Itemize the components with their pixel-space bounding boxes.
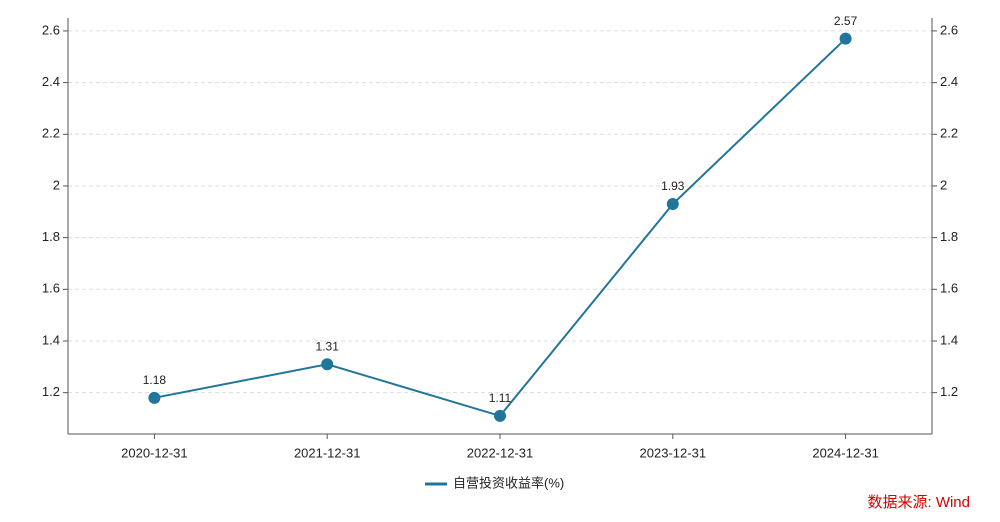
y-tick-label: 1.8 xyxy=(42,229,60,244)
y-tick-label: 1.6 xyxy=(42,281,60,296)
legend-label: 自营投资收益率(%) xyxy=(453,475,564,490)
y2-tick-label: 1.4 xyxy=(940,332,958,347)
x-tick-label: 2020-12-31 xyxy=(121,445,188,460)
source-note: 数据来源: Wind xyxy=(867,494,970,511)
y2-tick-label: 2.4 xyxy=(940,74,958,89)
y2-tick-label: 2.2 xyxy=(940,126,958,141)
point xyxy=(148,391,161,404)
x-tick-label: 2023-12-31 xyxy=(640,445,707,460)
y2-tick-label: 1.8 xyxy=(940,229,958,244)
y-tick-label: 2.4 xyxy=(42,74,60,89)
y2-tick-label: 2.6 xyxy=(940,22,958,37)
data-label: 1.18 xyxy=(143,373,167,387)
data-label: 1.93 xyxy=(661,179,685,193)
y2-tick-label: 1.2 xyxy=(940,384,958,399)
x-tick-label: 2021-12-31 xyxy=(294,445,361,460)
y2-tick-label: 2 xyxy=(940,177,947,192)
data-label: 2.57 xyxy=(834,14,858,28)
data-label: 1.31 xyxy=(316,339,340,353)
y-tick-label: 2 xyxy=(53,177,60,192)
point xyxy=(666,198,679,211)
point xyxy=(321,358,334,371)
point xyxy=(839,32,852,45)
x-tick-label: 2024-12-31 xyxy=(812,445,879,460)
y-tick-label: 1.4 xyxy=(42,332,60,347)
y-tick-label: 1.2 xyxy=(42,384,60,399)
x-tick-label: 2022-12-31 xyxy=(467,445,534,460)
data-label: 1.11 xyxy=(489,391,512,405)
y2-tick-label: 1.6 xyxy=(940,281,958,296)
point xyxy=(494,409,506,422)
y-tick-label: 2.2 xyxy=(42,126,60,141)
series-line xyxy=(154,37,847,418)
y-tick-label: 2.6 xyxy=(42,22,60,37)
